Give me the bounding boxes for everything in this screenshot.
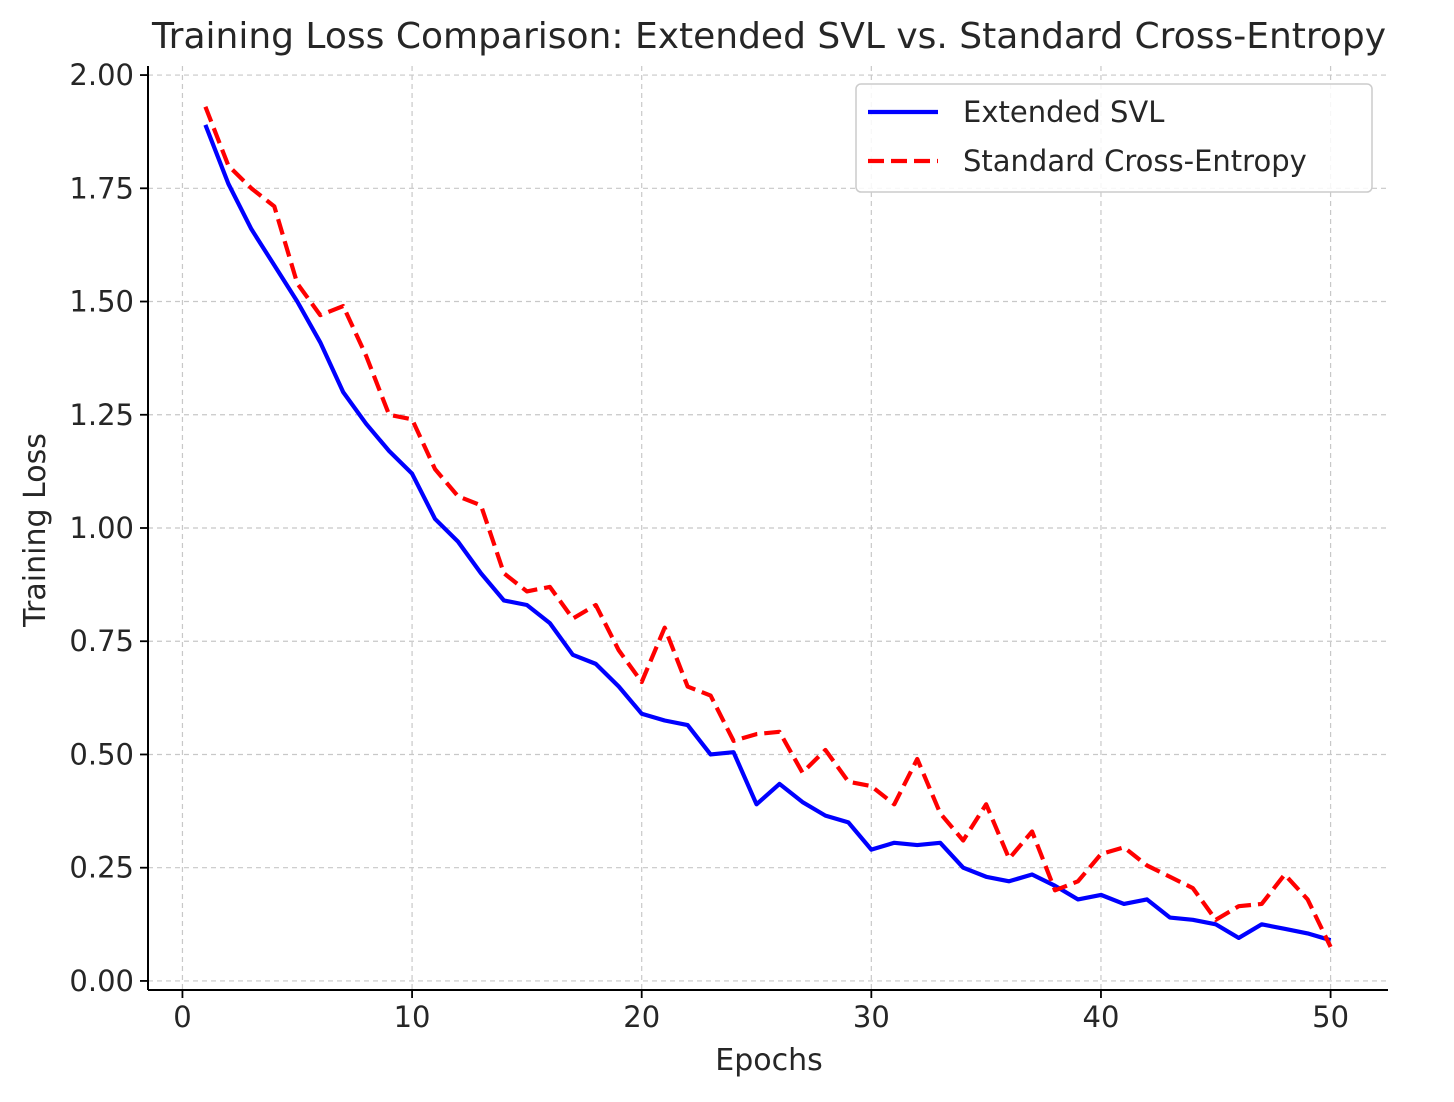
tick-labels: 0 10 20 30 40 50 0.00 0.25 0.50 0.75 1.00 1.25 1.50 1…: [69, 58, 1349, 1034]
legend-box: [855, 83, 1373, 193]
y-tick-label: 0.00: [69, 964, 134, 998]
y-tick-label: 0.25: [69, 851, 134, 885]
axes: [140, 66, 1388, 998]
y-tick-label: 1.25: [69, 398, 134, 432]
series-layer: [203, 105, 1333, 948]
legend-label: Extended SVL: [963, 95, 1164, 129]
y-tick-label: 2.00: [69, 58, 134, 92]
grid: [148, 66, 1388, 990]
y-axis-label: Training Loss: [18, 433, 53, 628]
legend-label: Standard Cross-Entropy: [963, 144, 1307, 178]
y-tick-label: 0.50: [69, 737, 134, 771]
legend: Extended SVL Standard Cross-Entropy: [855, 83, 1373, 193]
x-tick-label: 10: [394, 1000, 431, 1034]
y-tick-label: 1.00: [69, 511, 134, 545]
x-tick-label: 20: [623, 1000, 660, 1034]
y-tick-label: 1.50: [69, 285, 134, 319]
series-line-standard-cross-entropy: [203, 105, 1333, 948]
x-tick-label: 30: [853, 1000, 890, 1034]
y-tick-label: 1.75: [69, 171, 134, 205]
x-tick-label: 0: [173, 1000, 191, 1034]
chart-title: Training Loss Comparison: Extended SVL v…: [151, 16, 1386, 57]
y-tick-label: 0.75: [69, 624, 134, 658]
x-tick-label: 50: [1312, 1000, 1349, 1034]
series-line-extended-svl: [203, 124, 1332, 943]
x-tick-label: 40: [1083, 1000, 1120, 1034]
x-axis-label: Epochs: [715, 1043, 823, 1078]
